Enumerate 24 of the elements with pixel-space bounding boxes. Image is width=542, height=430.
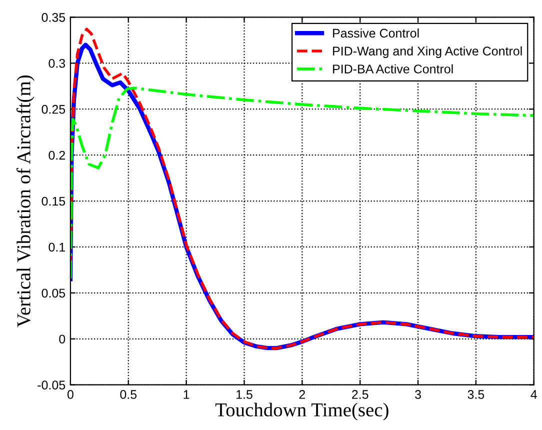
line-series <box>70 86 534 280</box>
x-tick-label: 3 <box>415 390 421 399</box>
x-tick-label: 0 <box>67 390 74 399</box>
y-tick-label: 0.25 <box>42 104 66 114</box>
x-tick-label: 1.5 <box>236 390 252 399</box>
legend-label: PID-BA Active Control <box>333 64 453 74</box>
y-tick-label: 0.05 <box>42 288 66 298</box>
y-axis-title: Vertical Vibration of Aircraft(m) <box>16 75 34 328</box>
y-tick-label: -0.05 <box>38 380 66 390</box>
y-tick-label: 0.2 <box>48 150 65 160</box>
x-axis-title: Touchdown Time(sec) <box>215 402 388 420</box>
x-tick-label: 4 <box>530 390 537 399</box>
y-tick-label: 0.35 <box>42 13 66 22</box>
y-tick-label: 0.3 <box>48 58 66 68</box>
x-tick-label: 3.5 <box>468 390 484 399</box>
y-tick-label: 0.1 <box>48 242 65 252</box>
x-tick-label: 2.5 <box>352 390 368 399</box>
y-tick-label: 0.15 <box>42 196 66 206</box>
x-tick-label: 2 <box>299 390 306 399</box>
legend-label: Passive Control <box>333 28 419 38</box>
x-tick-label: 0.5 <box>120 390 137 399</box>
legend-label: PID-Wang and Xing Active Control <box>333 46 522 58</box>
y-tick-label: 0 <box>59 334 66 344</box>
x-tick-label: 1 <box>184 390 190 399</box>
